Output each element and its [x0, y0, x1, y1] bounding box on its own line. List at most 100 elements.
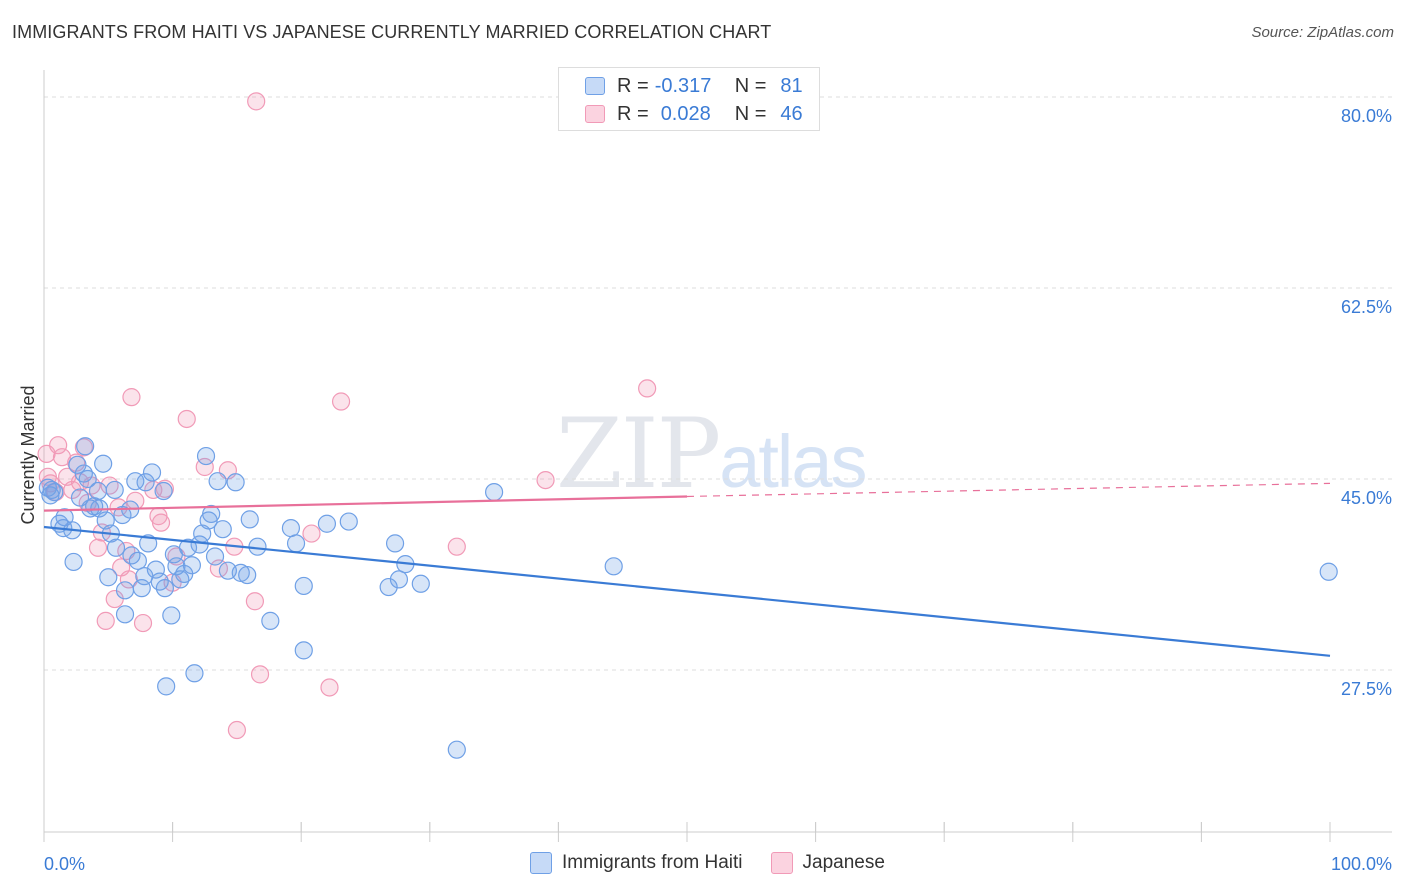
legend-n-label: N =	[734, 74, 767, 97]
data-point-japanese	[88, 538, 108, 557]
data-point-haiti	[248, 537, 267, 556]
data-point-haiti	[240, 510, 259, 529]
trendline-japanese-extension	[686, 482, 1331, 498]
series-legend-haiti: Immigrants from Haiti	[530, 852, 743, 874]
axes	[43, 70, 1392, 842]
data-point-japanese	[177, 409, 196, 429]
data-point-haiti	[485, 482, 504, 502]
data-point-japanese	[536, 470, 555, 490]
data-point-haiti	[64, 552, 83, 572]
data-point-haiti	[146, 560, 165, 579]
legend-r-label: R =	[617, 74, 649, 97]
series-label-japanese: Japanese	[802, 852, 885, 873]
trendline-haiti	[43, 525, 1331, 657]
data-point-japanese	[331, 392, 351, 411]
data-point-haiti	[128, 551, 147, 570]
trend-lines	[43, 482, 1331, 657]
data-point-haiti	[162, 606, 181, 625]
data-point-japanese	[247, 92, 266, 111]
legend-swatch-japanese	[585, 105, 605, 123]
trendline-japanese	[43, 495, 688, 512]
data-point-japanese	[227, 720, 246, 740]
y-tick-label: 62.5%	[1341, 297, 1392, 317]
legend-row-haiti: R = -0.317 N = 81	[585, 73, 803, 99]
series-haiti-points	[38, 437, 1338, 759]
data-point-japanese	[119, 570, 138, 589]
x-tick-label: 0.0%	[44, 854, 85, 874]
data-point-haiti	[182, 556, 201, 575]
watermark: ZIPatlas	[556, 398, 868, 510]
data-point-haiti	[385, 534, 405, 553]
data-point-haiti	[339, 512, 358, 531]
data-point-haiti	[139, 534, 158, 553]
legend-row-japanese: R = 0.028 N = 46	[585, 101, 803, 127]
data-point-haiti	[45, 482, 64, 502]
legend-n-value: 81	[780, 74, 803, 97]
y-axis-label: Currently Married	[18, 385, 38, 524]
data-point-haiti	[157, 677, 176, 696]
legend-n-value: 46	[780, 102, 803, 125]
data-point-haiti	[178, 538, 198, 557]
data-point-haiti	[155, 579, 174, 598]
data-point-japanese	[96, 611, 115, 630]
series-swatch-japanese	[770, 852, 793, 874]
data-point-japanese	[151, 513, 171, 532]
data-point-haiti	[1319, 562, 1338, 581]
data-point-japanese	[52, 448, 72, 467]
data-point-haiti	[76, 437, 95, 456]
series-legend-japanese: Japanese	[770, 852, 885, 874]
legend-r-value: 0.028	[660, 102, 711, 125]
data-point-haiti	[115, 581, 135, 600]
data-point-japanese	[320, 678, 339, 697]
data-point-haiti	[213, 520, 232, 539]
data-point-japanese	[74, 438, 93, 457]
series-label-haiti: Immigrants from Haiti	[562, 852, 743, 873]
data-point-haiti	[281, 519, 301, 538]
data-point-haiti	[261, 611, 280, 630]
chart-title: IMMIGRANTS FROM HAITI VS JAPANESE CURREN…	[12, 22, 772, 42]
data-point-haiti	[317, 514, 337, 533]
data-point-haiti	[154, 481, 173, 501]
y-tick-label: 45.0%	[1341, 488, 1392, 508]
data-point-haiti	[185, 664, 204, 683]
data-point-haiti	[196, 446, 216, 466]
data-point-haiti	[238, 565, 257, 585]
data-point-haiti	[379, 577, 398, 597]
watermark-zip: ZIP	[556, 398, 721, 510]
data-point-haiti	[78, 469, 97, 489]
data-point-haiti	[286, 534, 306, 553]
data-point-haiti	[447, 740, 466, 759]
data-point-japanese	[250, 665, 270, 684]
data-point-haiti	[226, 473, 245, 492]
data-point-haiti	[106, 538, 126, 557]
legend-n-label: N =	[734, 102, 767, 125]
data-point-japanese	[122, 388, 141, 407]
data-point-haiti	[142, 463, 162, 482]
data-point-haiti	[205, 547, 225, 566]
data-point-japanese	[133, 613, 153, 633]
watermark-atlas: atlas	[719, 420, 867, 503]
axis-labels: 27.5% 45.0% 62.5% 80.0% 0.0% 100.0% Currently …	[18, 106, 1392, 874]
data-point-haiti	[94, 454, 113, 473]
data-point-haiti	[42, 480, 61, 500]
y-tick-label: 80.0%	[1341, 106, 1392, 126]
data-point-haiti	[389, 570, 409, 589]
y-tick-label: 27.5%	[1341, 679, 1392, 699]
data-point-japanese	[638, 379, 657, 398]
data-point-haiti	[294, 641, 313, 660]
data-point-haiti	[604, 557, 623, 576]
data-point-haiti	[208, 472, 227, 491]
data-point-haiti	[411, 574, 430, 593]
data-point-japanese	[63, 480, 82, 500]
correlation-legend: R = -0.317 N = 81 R = 0.028 N = 46	[558, 67, 820, 131]
series-legend: Immigrants from Haiti Japanese	[530, 852, 913, 874]
data-point-haiti	[136, 473, 155, 492]
series-japanese-points	[37, 92, 657, 740]
data-point-haiti	[202, 504, 221, 524]
data-point-japanese	[447, 537, 466, 556]
source-label: Source: ZipAtlas.com	[1251, 24, 1394, 41]
data-point-japanese	[49, 436, 68, 455]
legend-r-value: -0.317	[654, 74, 712, 97]
data-point-japanese	[302, 524, 321, 543]
